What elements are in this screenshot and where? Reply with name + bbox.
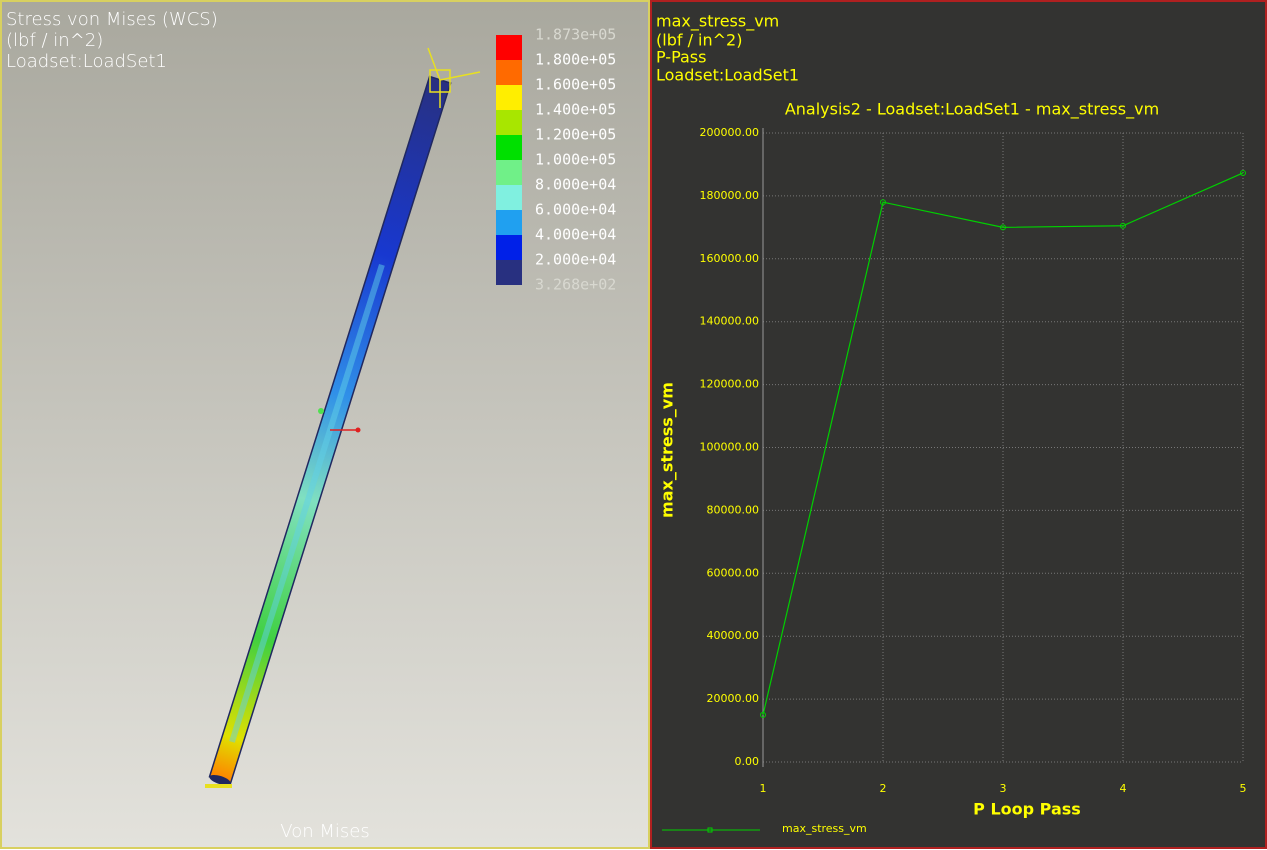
viewport-title: Stress von Mises (WCS)	[6, 9, 218, 30]
x-tick-label: 1	[760, 782, 767, 795]
chart-title: Analysis2 - Loadset:LoadSet1 - max_stres…	[785, 100, 1159, 120]
y-tick-label: 20000.00	[707, 692, 760, 705]
legend-label: 1.873e+05	[535, 26, 616, 44]
legend-swatch	[496, 235, 522, 260]
legend-swatch	[496, 85, 522, 110]
x-tick-label: 3	[1000, 782, 1007, 795]
x-tick-label: 5	[1240, 782, 1247, 795]
y-tick-label: 0.00	[735, 755, 760, 768]
constraint-marker	[318, 408, 324, 414]
legend-swatch	[496, 260, 522, 285]
y-tick-label: 60000.00	[707, 566, 760, 579]
x-tick-label: 4	[1120, 782, 1127, 795]
graph-pass: P-Pass	[656, 48, 706, 67]
y-tick-label: 140000.00	[700, 315, 760, 328]
y-tick-label: 100000.00	[700, 441, 760, 454]
legend-label: 1.000e+05	[535, 151, 616, 169]
x-axis-label: P Loop Pass	[973, 800, 1081, 819]
y-axis-label: max_stress_vm	[658, 382, 677, 518]
y-tick-label: 160000.00	[700, 252, 760, 265]
legend-label: 8.000e+04	[535, 176, 616, 194]
legend-label: 1.200e+05	[535, 126, 616, 144]
legend-label: 1.400e+05	[535, 101, 616, 119]
graph-loadset: Loadset:LoadSet1	[656, 66, 799, 85]
legend-swatch	[496, 210, 522, 235]
x-tick-label: 2	[880, 782, 887, 795]
y-tick-label: 80000.00	[707, 503, 760, 516]
load-marker	[356, 428, 361, 433]
legend-swatch	[496, 160, 522, 185]
color-legend: 1.873e+05 1.800e+05 1.600e+05 1.400e+05 1.20…	[496, 26, 616, 294]
y-tick-label: 120000.00	[700, 378, 760, 391]
y-tick-label: 200000.00	[700, 126, 760, 139]
y-tick-label: 40000.00	[707, 629, 760, 642]
page: Stress von Mises (WCS) (lbf / in^2) Load…	[0, 0, 1267, 850]
legend-swatch	[496, 110, 522, 135]
legend-label: 6.000e+04	[535, 201, 616, 219]
legend-label: 4.000e+04	[535, 226, 616, 244]
legend-label: 3.268e+02	[535, 276, 616, 294]
graph-quantity: max_stress_vm	[656, 12, 779, 32]
legend-swatch	[496, 135, 522, 160]
legend-swatch	[496, 60, 522, 85]
screen: Stress von Mises (WCS) (lbf / in^2) Load…	[0, 0, 1267, 850]
legend-swatch	[496, 185, 522, 210]
viewport-footer: Von Mises	[280, 821, 369, 842]
legend-swatch	[496, 35, 522, 60]
legend-label: 1.600e+05	[535, 76, 616, 94]
legend-label: 2.000e+04	[535, 251, 616, 269]
legend-label: max_stress_vm	[782, 822, 867, 835]
viewport-units: (lbf / in^2)	[6, 30, 103, 51]
y-tick-label: 180000.00	[700, 189, 760, 202]
viewport-loadset: Loadset:LoadSet1	[6, 51, 167, 72]
legend-label: 1.800e+05	[535, 51, 616, 69]
